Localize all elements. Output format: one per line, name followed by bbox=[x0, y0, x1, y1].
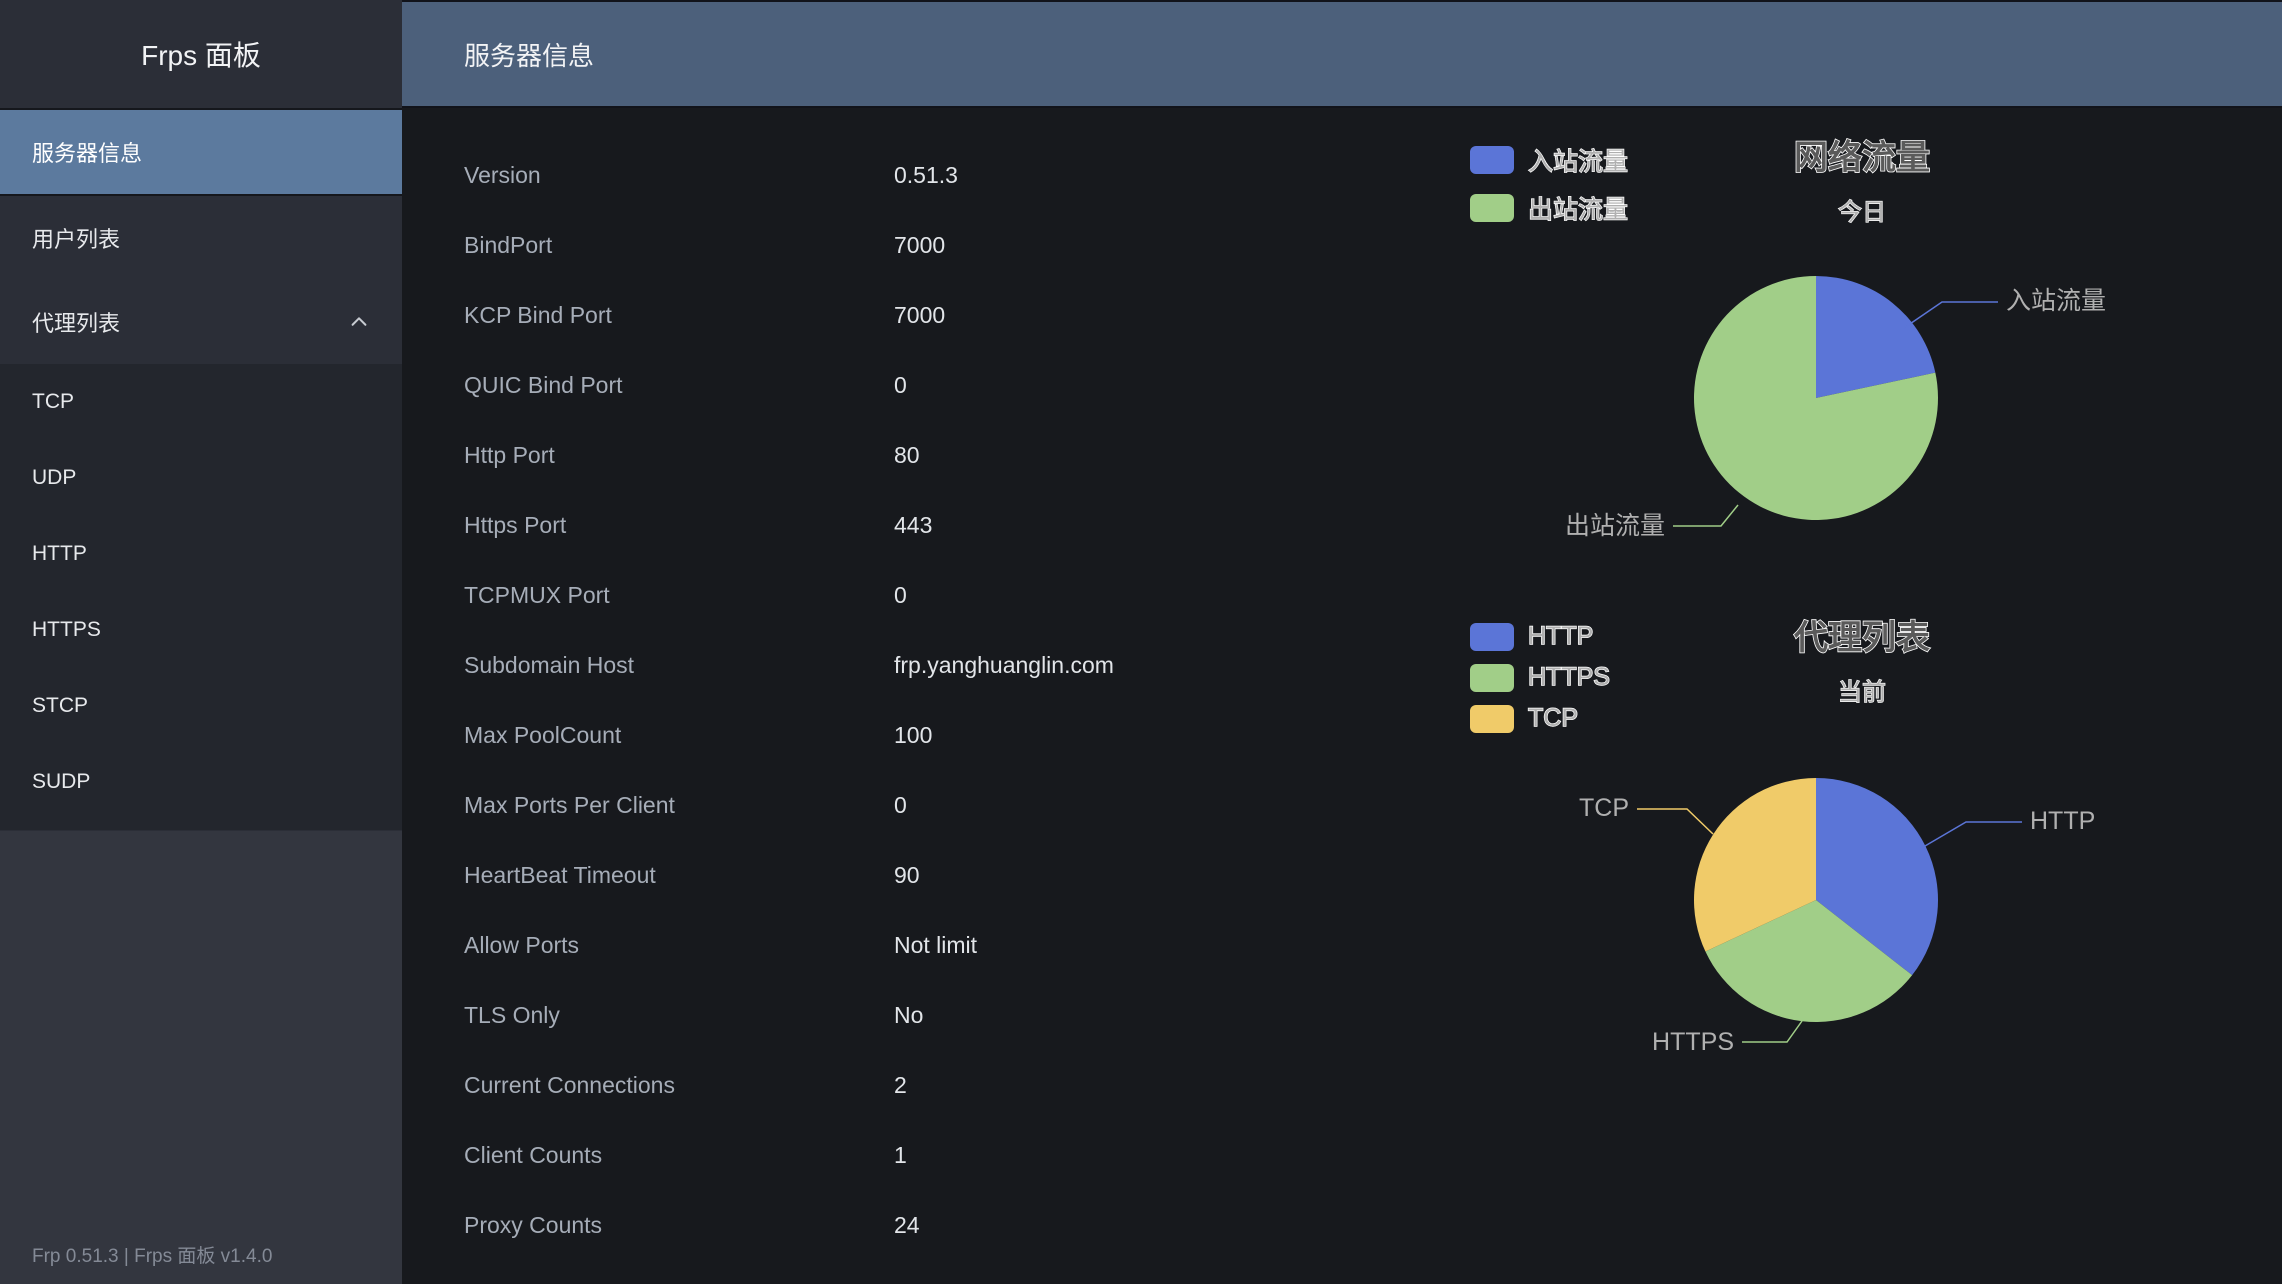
svg-text:TCP: TCP bbox=[1579, 794, 1629, 822]
svg-text:HTTPS: HTTPS bbox=[1652, 1028, 1734, 1056]
svg-text:出站流量: 出站流量 bbox=[1565, 512, 1665, 540]
svg-text:入站流量: 入站流量 bbox=[2006, 287, 2106, 315]
svg-text:HTTP: HTTP bbox=[2030, 807, 2095, 835]
